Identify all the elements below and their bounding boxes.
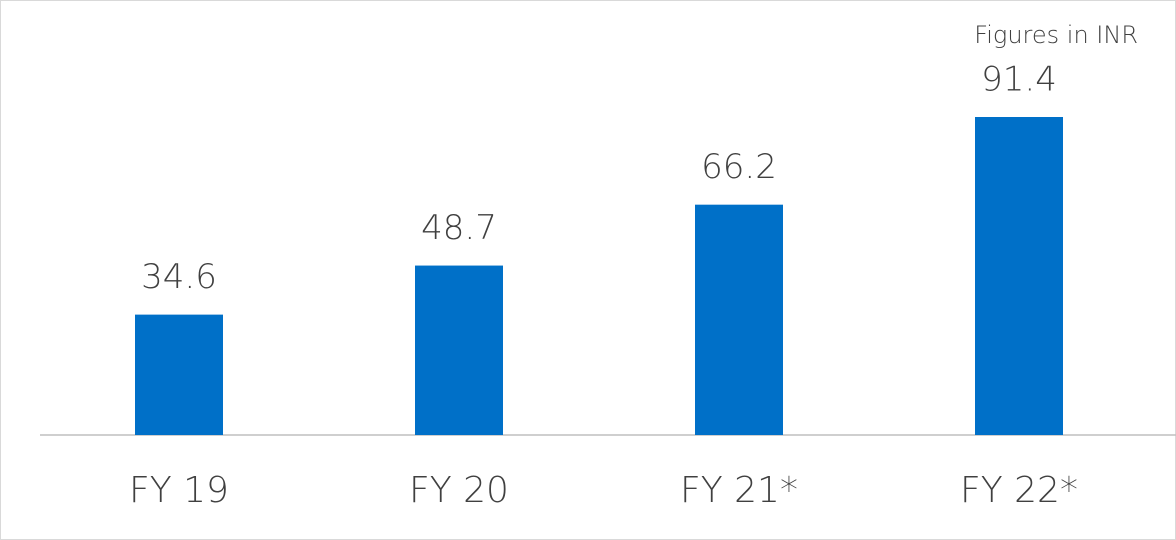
value-label: 91.4 — [981, 60, 1057, 100]
x-tick-label: FY 22* — [960, 470, 1078, 511]
value-label: 48.7 — [421, 208, 497, 248]
value-label: 66.2 — [701, 147, 777, 187]
x-tick-label: FY 19 — [129, 470, 229, 511]
annotation: Figures in INR — [974, 21, 1138, 49]
value-label: 34.6 — [141, 257, 217, 297]
bar — [695, 204, 783, 435]
bar — [135, 314, 223, 435]
x-tick-label: FY 21* — [680, 470, 798, 511]
x-tick-label: FY 20 — [409, 470, 509, 511]
bar — [415, 265, 503, 435]
bar — [975, 117, 1063, 435]
